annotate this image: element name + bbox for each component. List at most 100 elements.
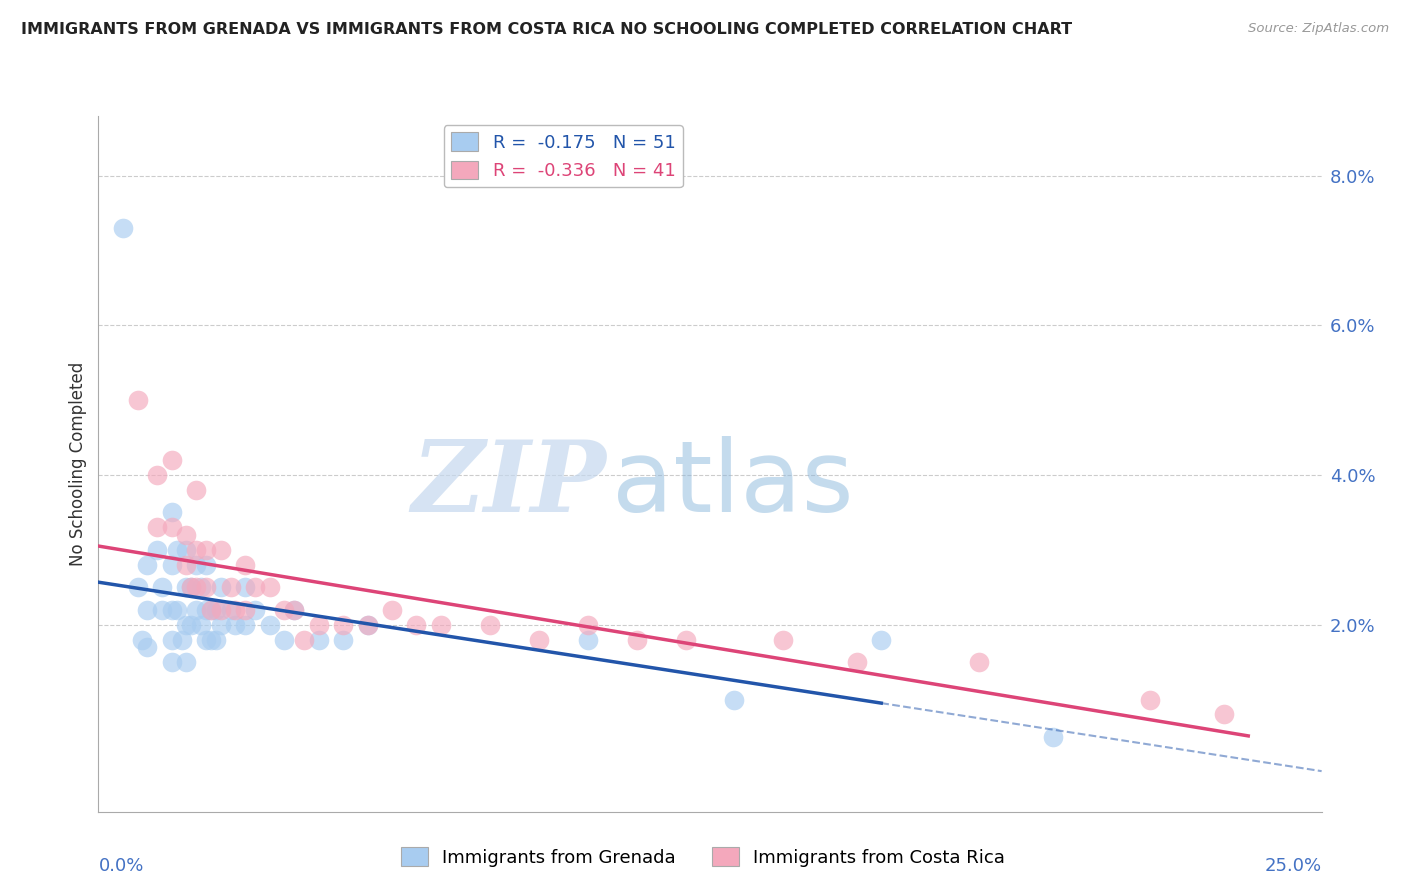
- Point: [150, 580, 173, 594]
- Point: [160, 506, 183, 520]
- Point: [845, 655, 868, 669]
- Point: [195, 603, 218, 617]
- Point: [209, 617, 232, 632]
- Point: [136, 603, 159, 617]
- Point: [527, 632, 550, 647]
- Point: [195, 558, 218, 572]
- Point: [209, 542, 232, 557]
- Point: [146, 520, 169, 534]
- Point: [209, 603, 232, 617]
- Point: [200, 603, 222, 617]
- Point: [967, 655, 990, 669]
- Point: [127, 393, 149, 408]
- Point: [243, 580, 266, 594]
- Point: [176, 558, 198, 572]
- Point: [180, 617, 202, 632]
- Point: [200, 632, 222, 647]
- Point: [146, 468, 169, 483]
- Point: [160, 558, 183, 572]
- Point: [180, 580, 202, 594]
- Y-axis label: No Schooling Completed: No Schooling Completed: [69, 362, 87, 566]
- Point: [131, 632, 153, 647]
- Point: [772, 632, 794, 647]
- Text: atlas: atlas: [612, 436, 853, 533]
- Point: [186, 542, 208, 557]
- Point: [308, 617, 330, 632]
- Point: [200, 603, 222, 617]
- Point: [259, 580, 281, 594]
- Point: [233, 603, 256, 617]
- Point: [186, 603, 208, 617]
- Point: [190, 580, 212, 594]
- Point: [576, 632, 599, 647]
- Point: [332, 632, 354, 647]
- Point: [723, 692, 745, 706]
- Point: [405, 617, 427, 632]
- Point: [332, 617, 354, 632]
- Point: [160, 632, 183, 647]
- Point: [356, 617, 378, 632]
- Point: [160, 655, 183, 669]
- Point: [233, 580, 256, 594]
- Point: [233, 558, 256, 572]
- Point: [195, 632, 218, 647]
- Point: [186, 580, 208, 594]
- Point: [176, 580, 198, 594]
- Point: [292, 632, 315, 647]
- Point: [160, 453, 183, 467]
- Point: [870, 632, 893, 647]
- Point: [176, 655, 198, 669]
- Point: [209, 580, 232, 594]
- Text: Source: ZipAtlas.com: Source: ZipAtlas.com: [1249, 22, 1389, 36]
- Point: [576, 617, 599, 632]
- Text: ZIP: ZIP: [411, 436, 606, 533]
- Point: [478, 617, 501, 632]
- Point: [675, 632, 697, 647]
- Point: [176, 617, 198, 632]
- Point: [146, 542, 169, 557]
- Point: [283, 603, 305, 617]
- Point: [127, 580, 149, 594]
- Point: [219, 580, 242, 594]
- Point: [160, 520, 183, 534]
- Point: [259, 617, 281, 632]
- Text: IMMIGRANTS FROM GRENADA VS IMMIGRANTS FROM COSTA RICA NO SCHOOLING COMPLETED COR: IMMIGRANTS FROM GRENADA VS IMMIGRANTS FR…: [21, 22, 1073, 37]
- Point: [186, 483, 208, 497]
- Point: [356, 617, 378, 632]
- Point: [273, 632, 295, 647]
- Point: [150, 603, 173, 617]
- Point: [205, 632, 228, 647]
- Legend: R =  -0.175   N = 51, R =  -0.336   N = 41: R = -0.175 N = 51, R = -0.336 N = 41: [444, 125, 682, 187]
- Point: [1139, 692, 1161, 706]
- Text: 0.0%: 0.0%: [98, 856, 143, 875]
- Point: [626, 632, 648, 647]
- Point: [195, 580, 218, 594]
- Point: [180, 580, 202, 594]
- Point: [243, 603, 266, 617]
- Point: [166, 603, 188, 617]
- Point: [1042, 730, 1064, 744]
- Point: [170, 632, 193, 647]
- Point: [136, 558, 159, 572]
- Point: [166, 542, 188, 557]
- Legend: Immigrants from Grenada, Immigrants from Costa Rica: Immigrants from Grenada, Immigrants from…: [394, 840, 1012, 874]
- Point: [430, 617, 453, 632]
- Point: [136, 640, 159, 654]
- Point: [283, 603, 305, 617]
- Point: [205, 603, 228, 617]
- Point: [308, 632, 330, 647]
- Point: [176, 542, 198, 557]
- Point: [160, 603, 183, 617]
- Point: [176, 528, 198, 542]
- Point: [233, 617, 256, 632]
- Point: [273, 603, 295, 617]
- Point: [111, 221, 134, 235]
- Point: [381, 603, 404, 617]
- Text: 25.0%: 25.0%: [1264, 856, 1322, 875]
- Point: [190, 617, 212, 632]
- Point: [186, 558, 208, 572]
- Point: [1212, 707, 1234, 722]
- Point: [224, 617, 246, 632]
- Point: [195, 542, 218, 557]
- Point: [224, 603, 246, 617]
